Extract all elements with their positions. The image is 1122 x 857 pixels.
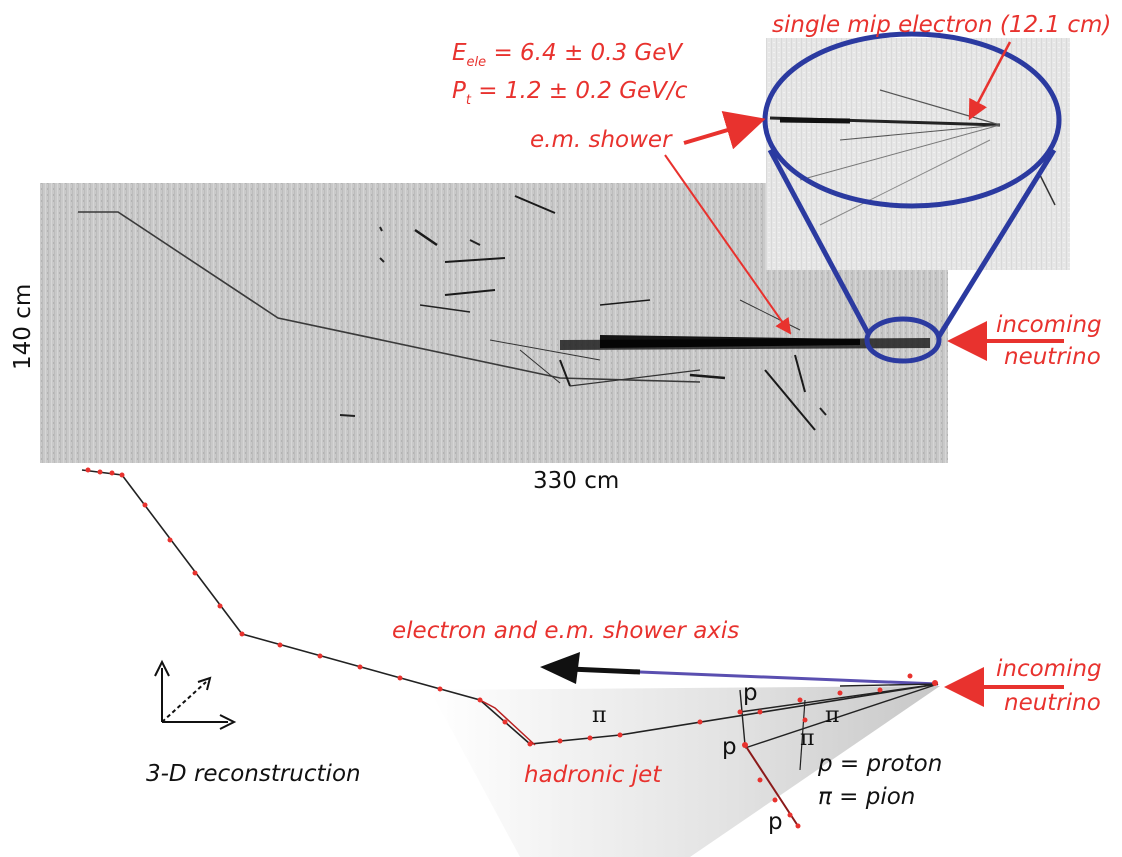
zoom-inset (766, 38, 1070, 270)
shower-axis-arrowhead (540, 652, 580, 684)
shower-axis-arrow-shaft (569, 666, 641, 675)
proton-label-3: p (768, 809, 783, 835)
hit-markers (85, 467, 938, 829)
pion-label-1: π (592, 703, 606, 728)
incoming-label-1: incoming (996, 312, 1102, 338)
em-shower-arrow-2 (664, 154, 792, 335)
em-shower-arrow-1 (683, 110, 766, 150)
shower-axis-label: electron and e.m. shower axis (392, 618, 739, 644)
hadronic-jet-label: hadronic jet (524, 762, 662, 788)
height-scale-label: 140 cm (10, 284, 36, 370)
single-mip-arrow (968, 41, 1012, 121)
proton-label-2: p (722, 734, 737, 760)
proton-label-1: p (743, 680, 758, 706)
axes-icon (154, 659, 237, 730)
reconstruction-label: 3-D reconstruction (146, 761, 361, 787)
pt-label: Pt = 1.2 ± 0.2 GeV/c (452, 78, 688, 108)
reconstruction (81, 467, 940, 857)
legend-proton: p = proton (817, 751, 942, 777)
proton-track-3 (744, 744, 799, 827)
neutrino-label-2: neutrino (1004, 690, 1101, 716)
reconstruction-labels: electron and e.m. shower axis incoming n… (146, 618, 1102, 835)
incoming-label-2: incoming (996, 656, 1102, 682)
jet-cone (430, 686, 940, 857)
shower-axis-line (639, 670, 939, 686)
energy-label: Eele = 6.4 ± 0.3 GeV (452, 40, 684, 70)
em-shower-label: e.m. shower (530, 127, 673, 153)
width-scale-label: 330 cm (533, 468, 619, 494)
top-annotations: Eele = 6.4 ± 0.3 GeV Pt = 1.2 ± 0.2 GeV/… (452, 12, 1111, 370)
legend-pion: π = pion (818, 784, 915, 810)
single-mip-label: single mip electron (12.1 cm) (772, 12, 1111, 38)
pion-label-2: π (825, 703, 839, 728)
neutrino-label-1: neutrino (1004, 344, 1101, 370)
pion-label-3: π (800, 726, 814, 751)
